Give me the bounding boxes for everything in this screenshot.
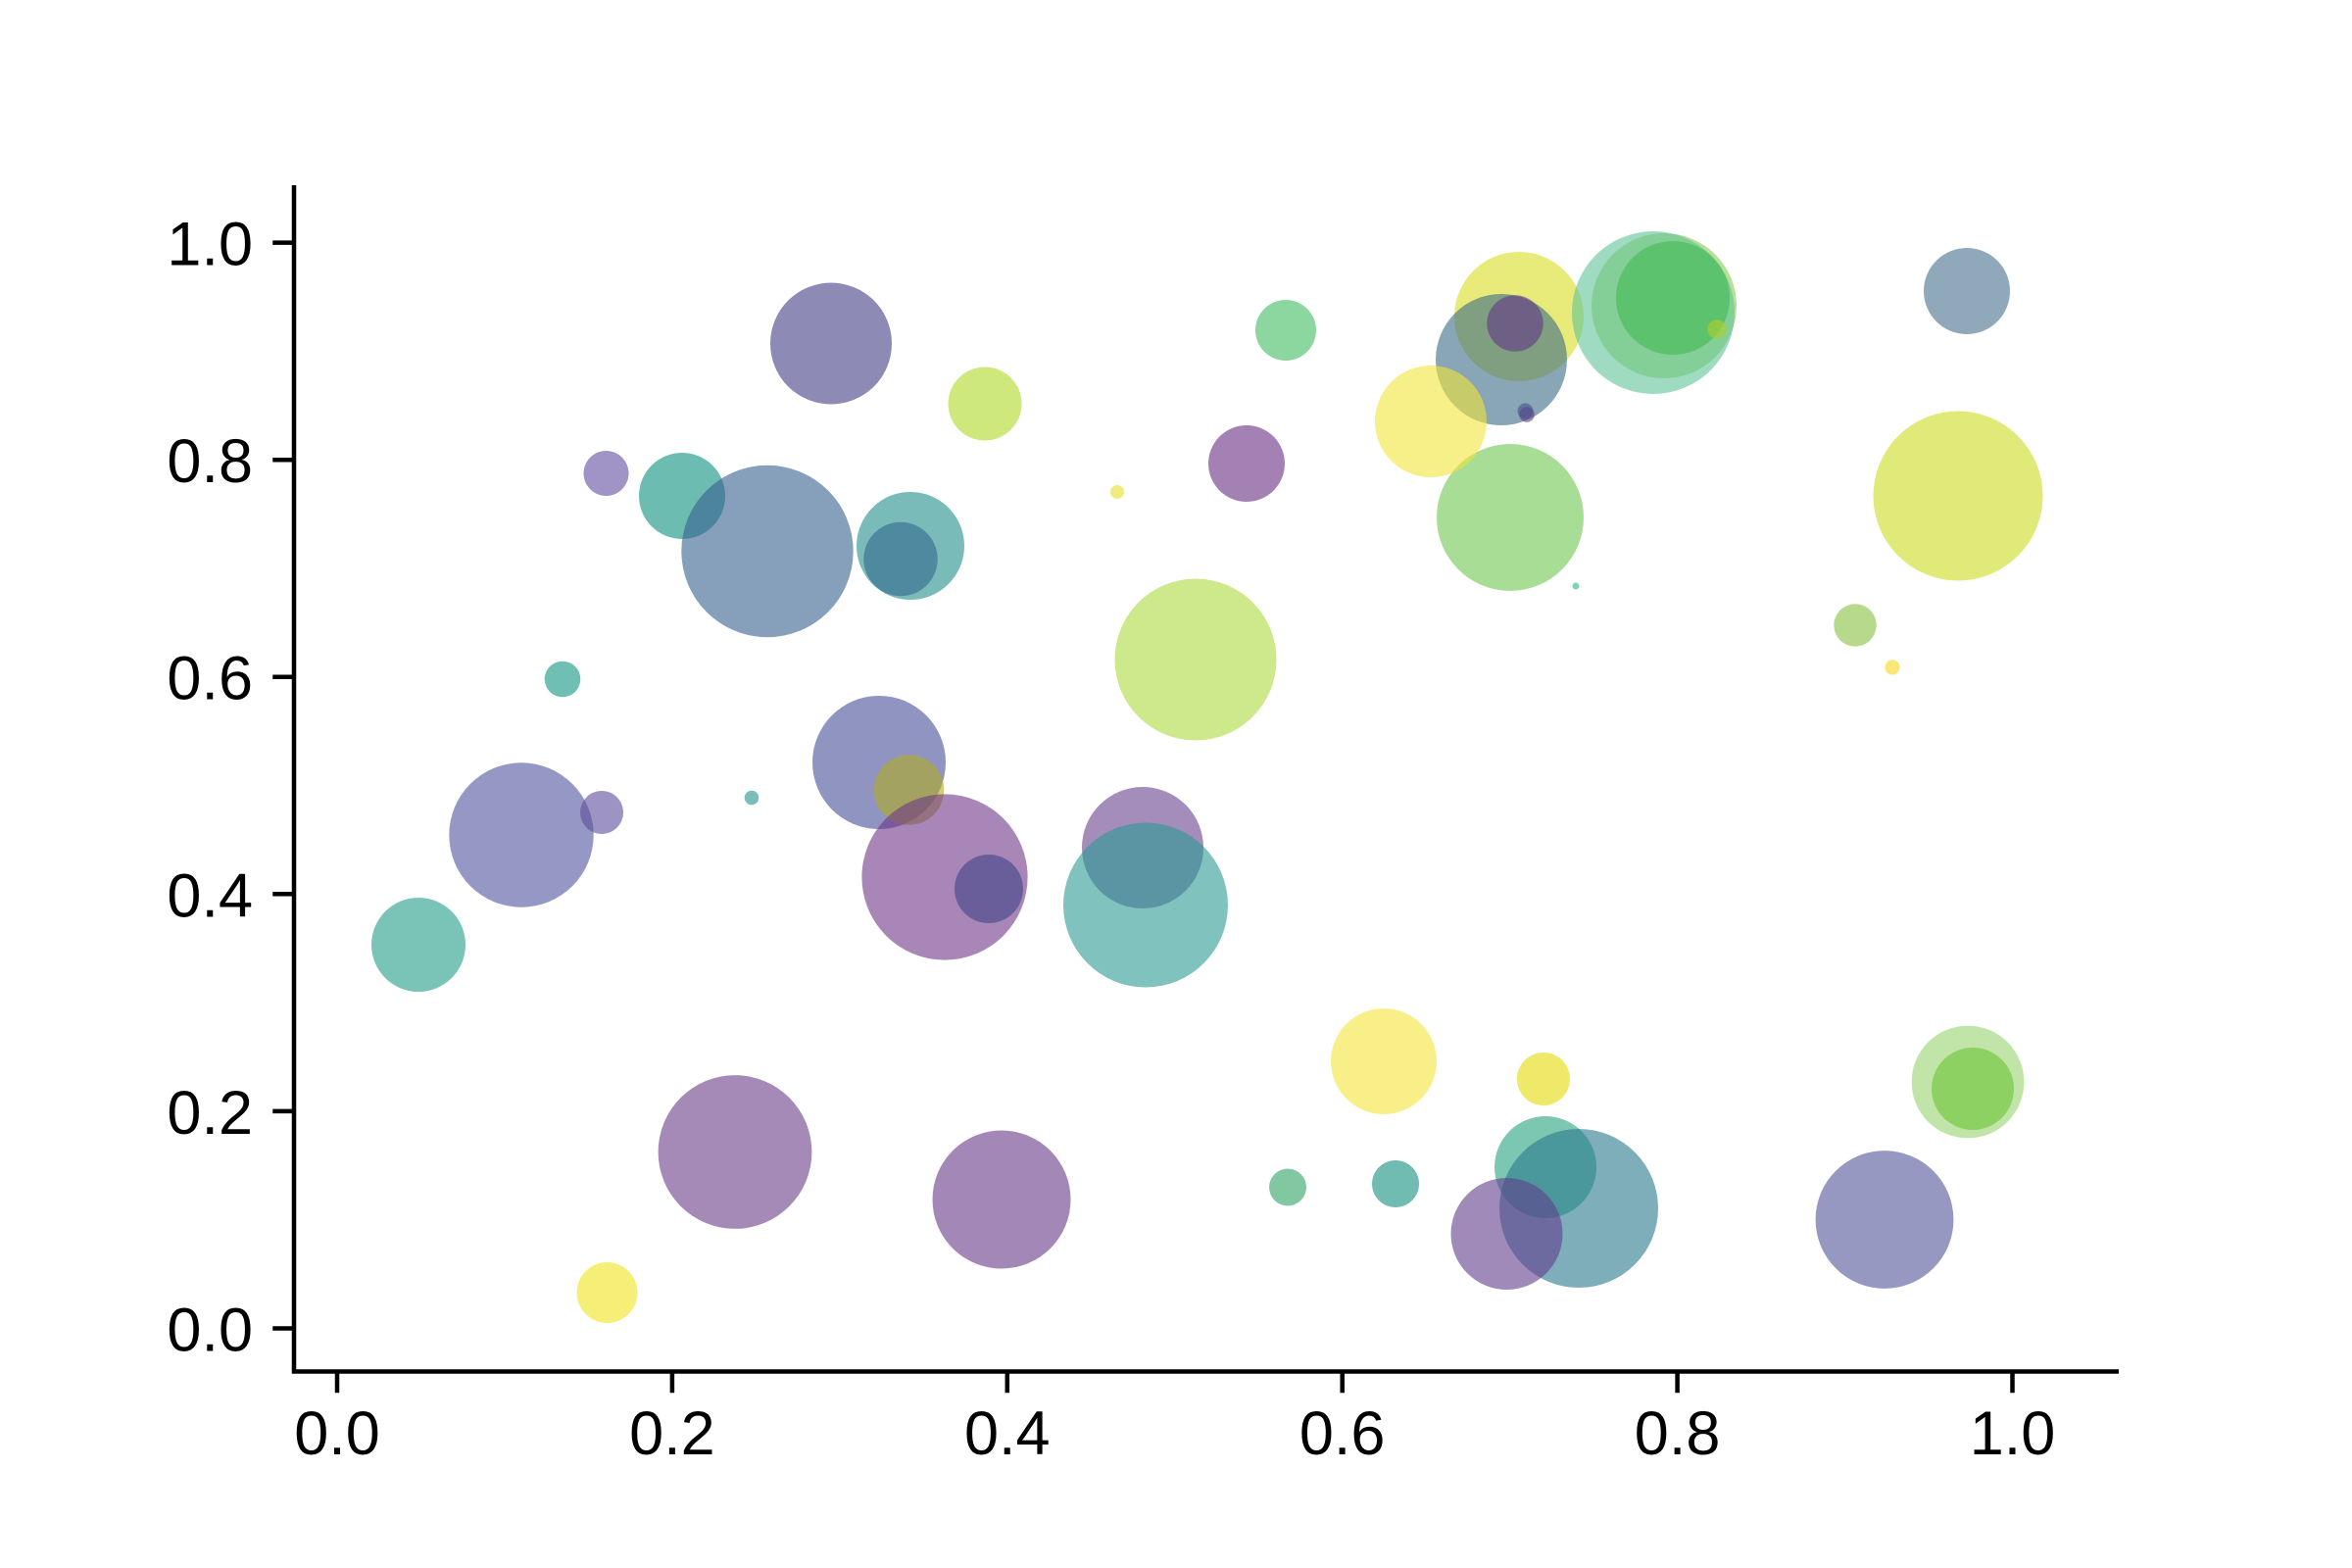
svg-text:0.0: 0.0 — [294, 1399, 380, 1468]
svg-text:0.4: 0.4 — [167, 861, 253, 930]
svg-text:0.2: 0.2 — [167, 1079, 253, 1148]
svg-text:1.0: 1.0 — [1970, 1399, 2056, 1468]
svg-text:0.4: 0.4 — [964, 1399, 1051, 1468]
svg-text:1.0: 1.0 — [167, 211, 253, 279]
svg-text:0.0: 0.0 — [167, 1297, 253, 1365]
svg-text:0.2: 0.2 — [629, 1399, 715, 1468]
svg-text:0.6: 0.6 — [167, 645, 253, 713]
svg-text:0.8: 0.8 — [167, 427, 253, 496]
svg-text:0.8: 0.8 — [1635, 1399, 1721, 1468]
svg-text:0.6: 0.6 — [1299, 1399, 1386, 1468]
